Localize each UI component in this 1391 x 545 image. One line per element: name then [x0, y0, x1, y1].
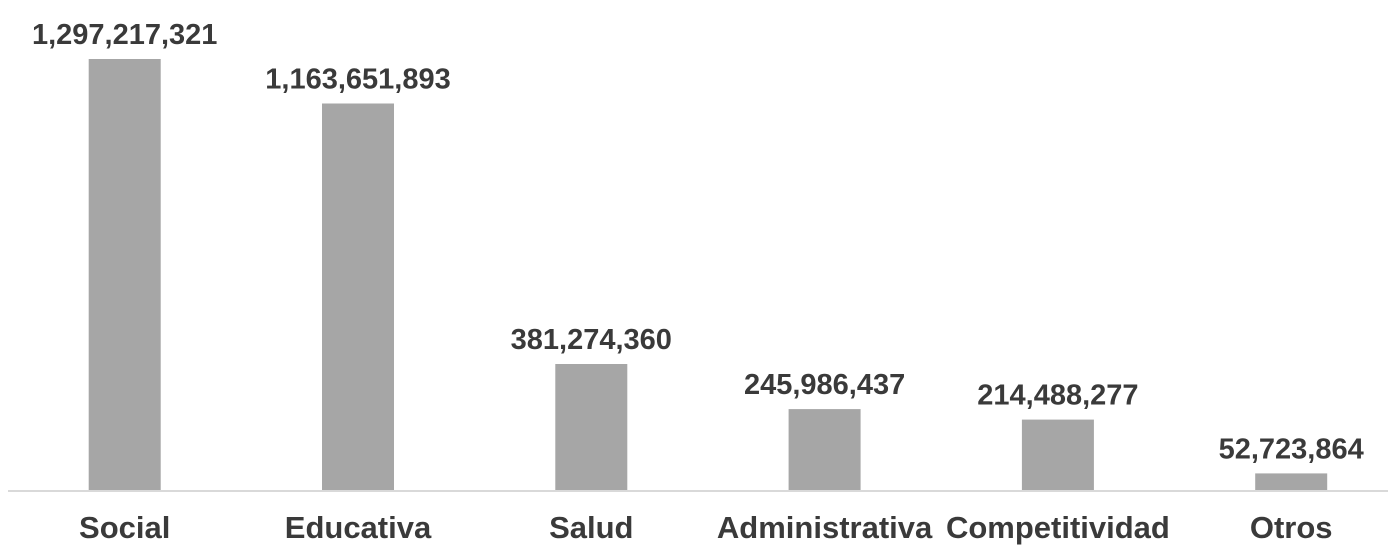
bar-competitividad — [1021, 419, 1094, 491]
value-label-otros: 52,723,864 — [1219, 433, 1364, 465]
category-label-educativa: Educativa — [285, 510, 432, 545]
value-label-salud: 381,274,360 — [511, 324, 672, 356]
value-label-educativa: 1,163,651,893 — [265, 64, 450, 96]
category-labels-group: Social Educativa Salud Administrativa Compet… — [79, 510, 1333, 545]
category-label-competitividad: Competitividad — [946, 510, 1170, 545]
bar-administrativa — [788, 409, 861, 491]
value-label-competitividad: 214,488,277 — [977, 380, 1138, 412]
bars-group — [88, 59, 1328, 491]
value-labels-group: 1,297,217,321 1,163,651,893 381,274,360 245… — [32, 19, 1364, 465]
category-label-salud: Salud — [549, 510, 633, 545]
bar-otros — [1255, 473, 1328, 491]
value-label-administrativa: 245,986,437 — [744, 369, 905, 401]
category-label-otros: Otros — [1250, 510, 1333, 545]
value-label-social: 1,297,217,321 — [32, 19, 217, 51]
bar-educativa — [322, 103, 394, 491]
bar-salud — [555, 364, 628, 491]
category-label-administrativa: Administrativa — [717, 510, 933, 545]
category-label-social: Social — [79, 510, 170, 545]
bar-social — [88, 59, 161, 491]
